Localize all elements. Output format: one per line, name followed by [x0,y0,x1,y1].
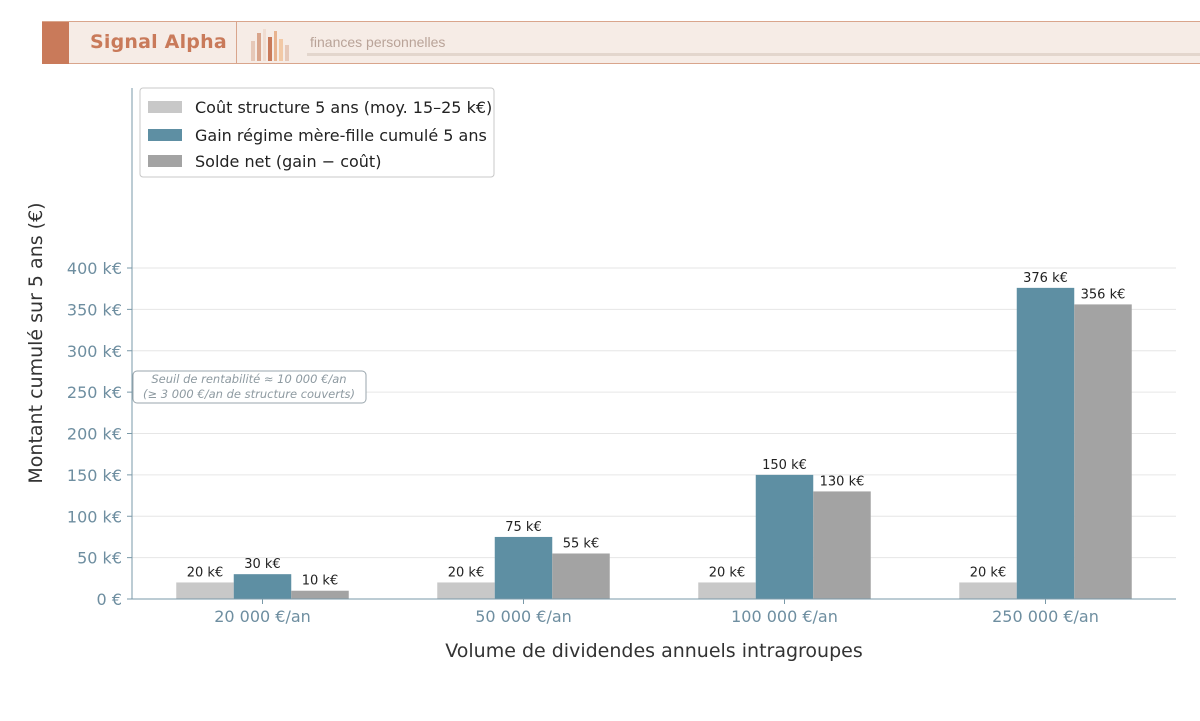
app-header: Signal Alpha finances personnelles [42,21,1200,64]
bar-value-label: 20 k€ [970,565,1006,580]
y-tick-label: 400 k€ [67,259,122,278]
header-divider [236,22,237,64]
bar-net [291,590,349,599]
bar-cost [698,582,756,599]
legend: Coût structure 5 ans (moy. 15–25 k€) Gai… [139,87,495,178]
bar-net [552,553,610,599]
y-tick-label: 350 k€ [67,300,122,319]
legend-swatch-cost [148,101,182,113]
legend-label-gain: Gain régime mère-fille cumulé 5 ans [195,126,487,145]
y-axis-label: Montant cumulé sur 5 ans (€) [25,202,47,483]
y-tick-label: 100 k€ [67,507,122,526]
bar-cost [437,582,495,599]
x-axis-label: Volume de dividendes annuels intragroupe… [445,640,863,662]
bar-value-label: 376 k€ [1023,271,1068,286]
bar-value-label: 356 k€ [1081,287,1126,302]
bar-net [813,491,871,599]
y-tick-label: 0 € [97,590,122,609]
bar-value-label: 30 k€ [244,557,280,572]
bar-value-label: 75 k€ [505,520,541,535]
y-tick-label: 50 k€ [77,549,122,568]
bar-value-label: 20 k€ [187,565,223,580]
y-tick-label: 250 k€ [67,383,122,402]
annotation-line-1: Seuil de rentabilité ≈ 10 000 €/an [151,372,346,386]
y-tick-label: 200 k€ [67,425,122,444]
x-tick-label: 20 000 €/an [214,607,311,626]
bar-value-label: 55 k€ [563,536,599,551]
bar-value-label: 10 k€ [302,574,338,589]
bar-value-label: 20 k€ [448,565,484,580]
y-tick-label: 300 k€ [67,342,122,361]
bar-value-label: 150 k€ [762,458,807,473]
tagline: finances personnelles [310,34,446,50]
bar-net [1074,304,1132,599]
bar-cost [959,582,1017,599]
legend-label-cost: Coût structure 5 ans (moy. 15–25 k€) [195,98,492,117]
legend-box [139,87,495,178]
bar-gain [1016,287,1075,599]
bar-chart-logo-icon [251,29,289,61]
bar-cost [176,582,234,599]
bar-gain [755,474,814,599]
threshold-annotation: Seuil de rentabilité ≈ 10 000 €/an (≥ 3 … [132,370,367,404]
tagline-underline [307,53,1200,56]
bar-value-label: 20 k€ [709,565,745,580]
x-tick-label: 250 000 €/an [992,607,1099,626]
x-tick-label: 50 000 €/an [475,607,572,626]
annotation-line-2: (≥ 3 000 €/an de structure couverts) [143,387,355,401]
bar-value-label: 130 k€ [820,474,865,489]
y-tick-label: 150 k€ [67,466,122,485]
legend-swatch-gain [148,129,182,141]
bar-gain [494,536,553,599]
bar-gain [233,574,292,599]
brand-name: Signal Alpha [90,31,227,53]
header-accent-bar [42,22,69,64]
legend-swatch-net [148,155,182,167]
x-tick-label: 100 000 €/an [731,607,838,626]
legend-label-net: Solde net (gain − coût) [195,152,381,171]
